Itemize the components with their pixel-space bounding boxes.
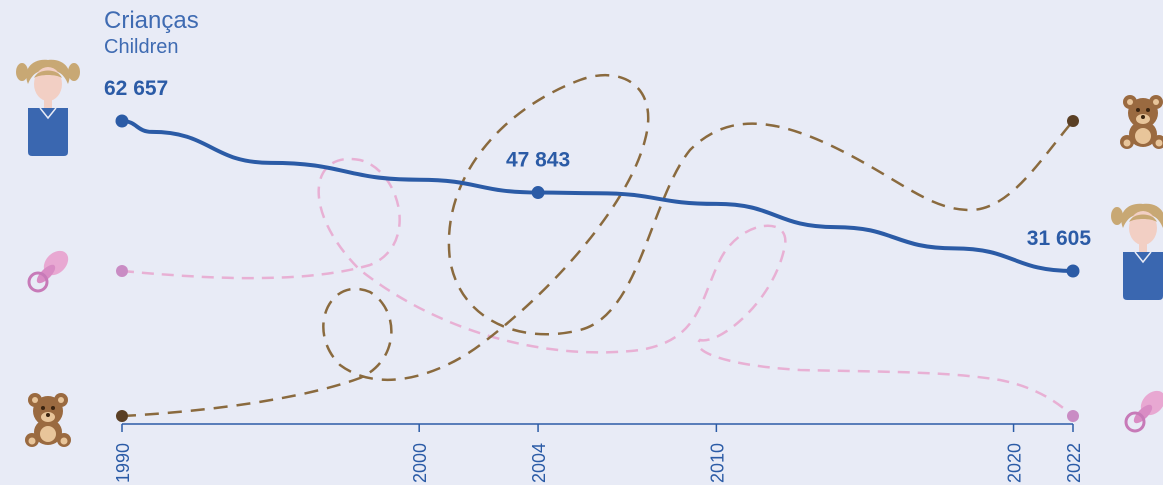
data-label-2022: 31 605: [1027, 227, 1092, 250]
teddy-point-2022: [1067, 115, 1079, 127]
x-tick-label-2004: 2004: [529, 443, 549, 483]
children-point-1990: [115, 114, 129, 128]
right-teddy-bear-icon: [1120, 95, 1163, 149]
x-tick-label-2022: 2022: [1064, 443, 1084, 483]
chart-subtitle: Children: [104, 36, 179, 58]
left-pacifier-icon: [27, 244, 75, 293]
children-point-2022: [1066, 264, 1080, 278]
data-label-2004: 47 843: [506, 149, 570, 172]
pacifier-point-1990: [116, 265, 128, 277]
x-tick-label-2020: 2020: [1005, 443, 1025, 483]
right-girl-icon: [1110, 203, 1163, 301]
pacifier-trend-line: [121, 157, 1074, 417]
pacifier-point-2022: [1067, 410, 1079, 422]
children-trend-line: [120, 119, 1075, 273]
x-tick-label-2010: 2010: [707, 443, 727, 483]
children-point-2004: [531, 186, 545, 200]
chart-title: Crianças: [104, 7, 199, 34]
left-girl-icon: [15, 59, 81, 157]
teddy-trend-line: [121, 73, 1074, 418]
left-teddy-bear-icon: [25, 393, 71, 447]
right-pacifier-icon: [1124, 384, 1163, 433]
data-label-1990: 62 657: [104, 77, 168, 100]
x-tick-label-2000: 2000: [410, 443, 430, 483]
x-tick-label-1990: 1990: [113, 443, 133, 483]
teddy-point-1990: [116, 410, 128, 422]
